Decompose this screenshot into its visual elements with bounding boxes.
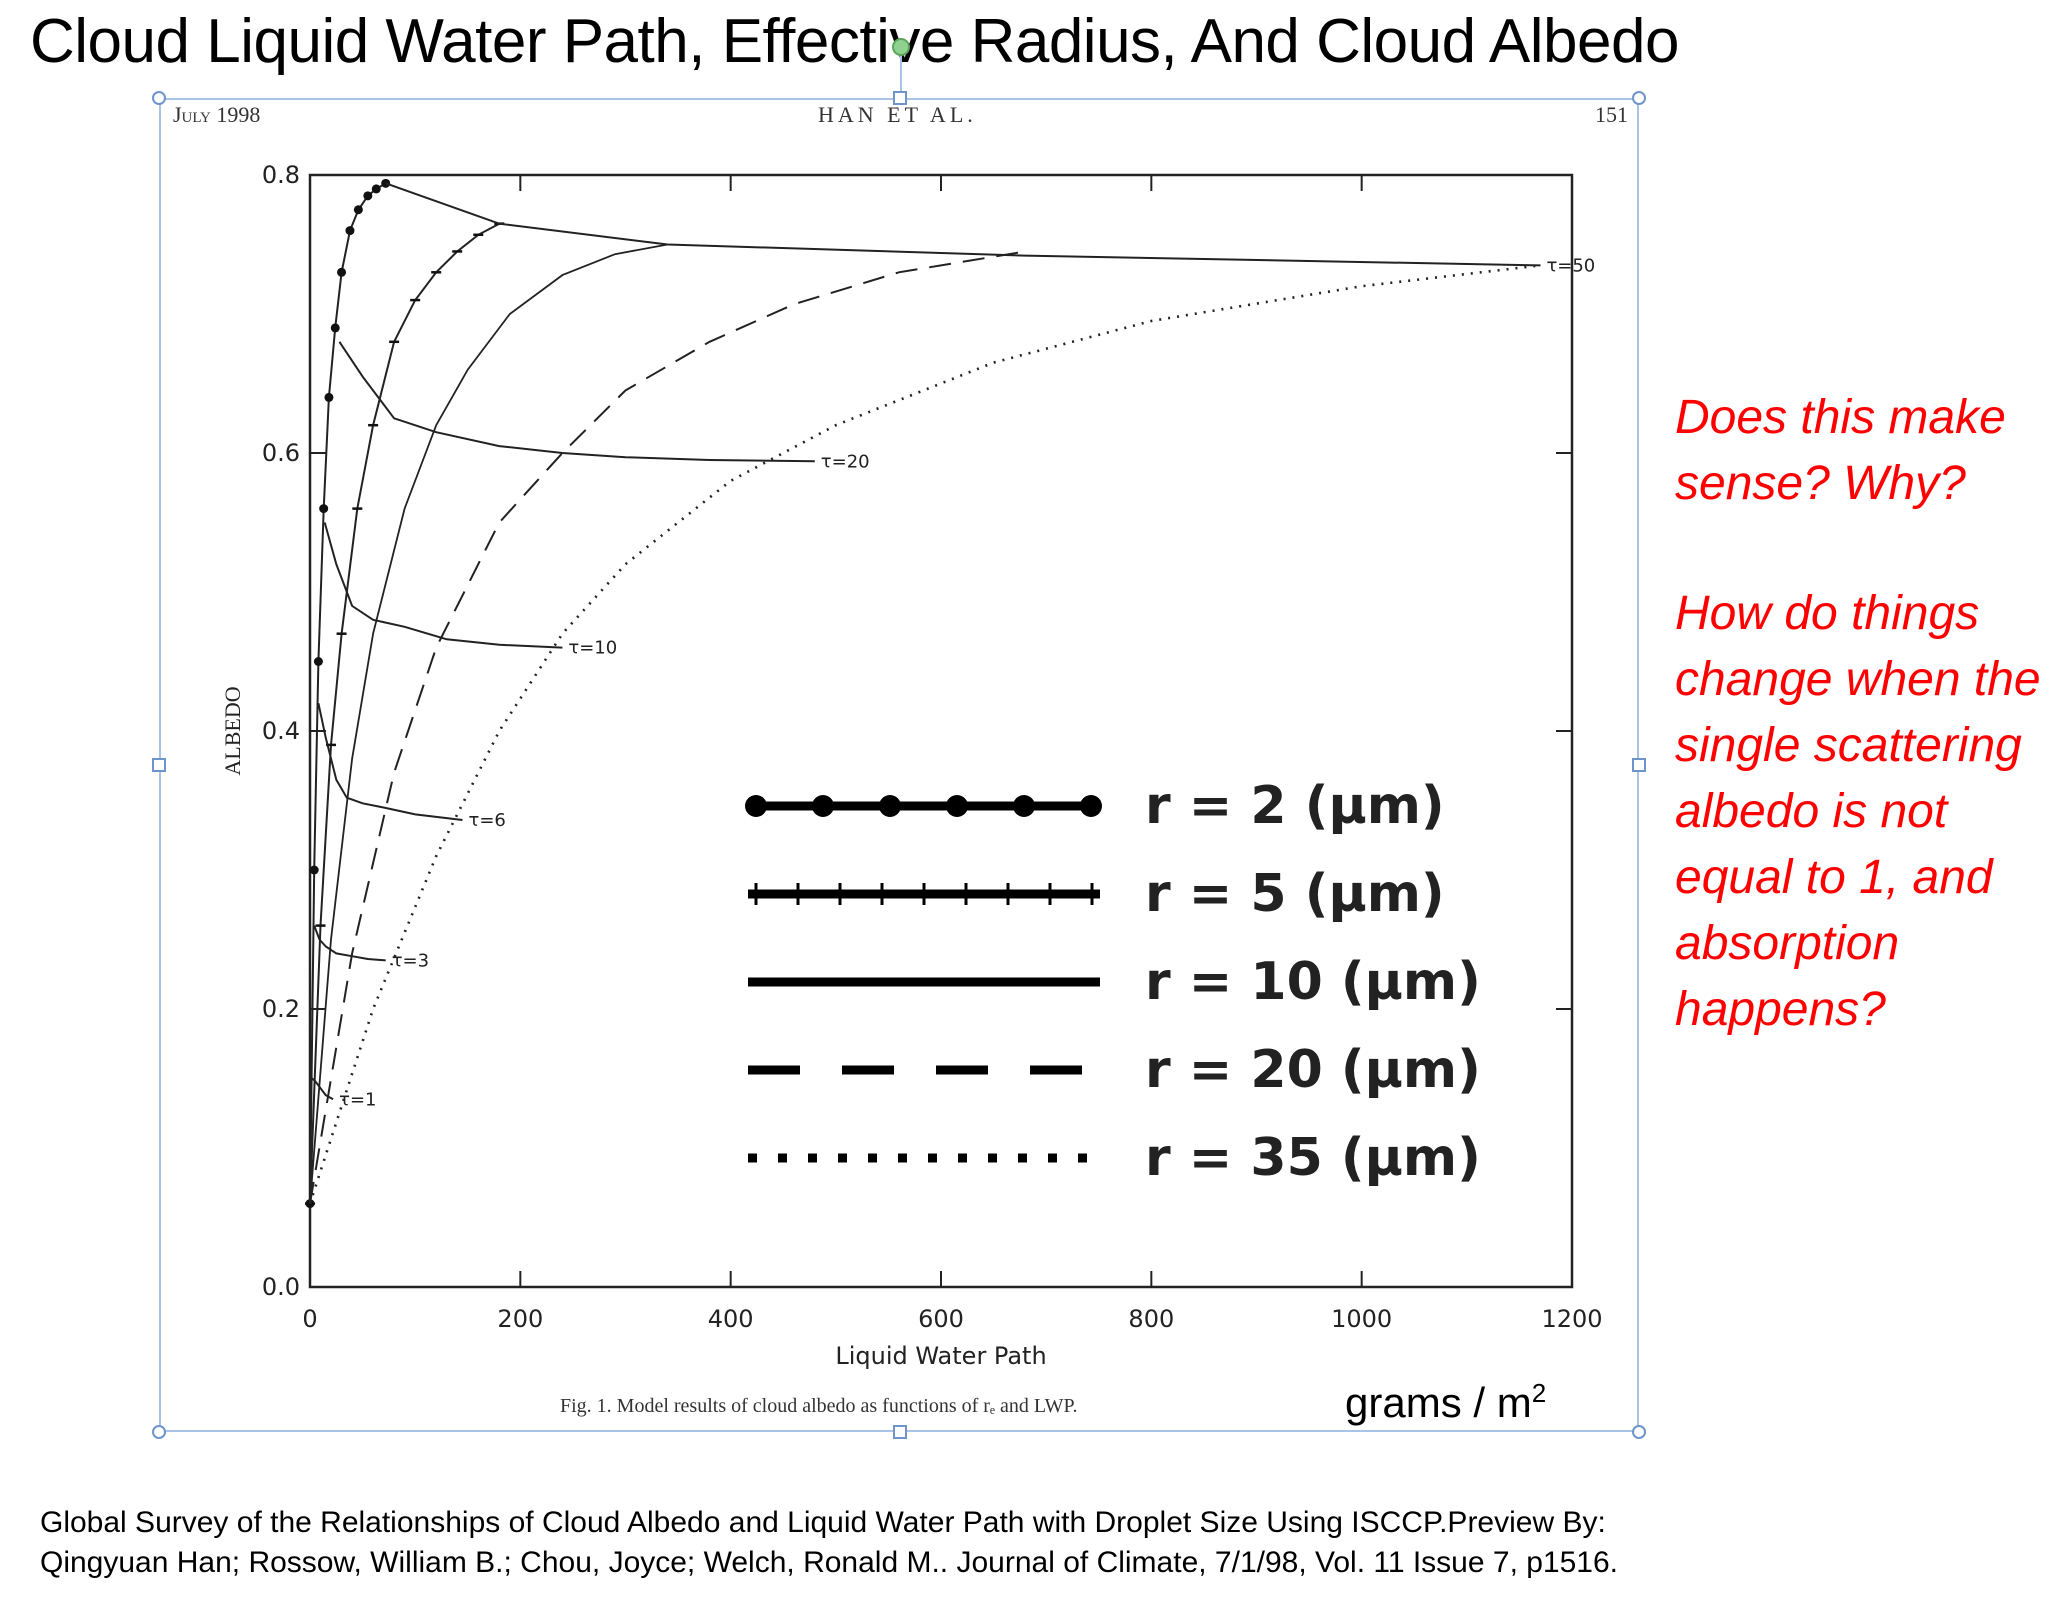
tau-label: τ=3 xyxy=(392,950,429,971)
unit-label-text: grams / m xyxy=(1345,1379,1532,1426)
series-1-marker xyxy=(324,392,334,402)
resize-handle-top-left[interactable] xyxy=(152,91,166,105)
citation-line-1: Global Survey of the Relationships of Cl… xyxy=(40,1506,1606,1539)
rotation-handle-line xyxy=(900,56,902,98)
series-1-marker xyxy=(309,865,319,875)
tau-curve-5 xyxy=(313,925,386,962)
x-tick-label: 400 xyxy=(708,1305,754,1333)
tau-curve-2 xyxy=(338,341,815,463)
x-tick-label: 0 xyxy=(302,1305,317,1333)
legend-label-5: r = 35 (μm) xyxy=(1145,1128,1481,1188)
series-line-4 xyxy=(309,250,1026,1204)
tau-label: τ=1 xyxy=(339,1089,376,1110)
resize-handle-bottom-left[interactable] xyxy=(152,1425,166,1439)
x-axis-label: Liquid Water Path xyxy=(835,1342,1046,1370)
series-1-marker xyxy=(330,323,340,333)
legend-label-4: r = 20 (μm) xyxy=(1145,1040,1481,1100)
legend-label-3: r = 10 (μm) xyxy=(1145,952,1481,1012)
resize-handle-bottom[interactable] xyxy=(893,1425,907,1439)
x-tick-label: 1000 xyxy=(1331,1305,1392,1333)
legend-marker xyxy=(946,795,968,817)
tau-label: τ=6 xyxy=(468,810,505,831)
series-1-marker xyxy=(319,504,329,514)
tau-curve-3 xyxy=(323,522,563,649)
y-tick-label: 0.6 xyxy=(262,439,300,467)
x-tick-label: 600 xyxy=(918,1305,964,1333)
y-tick-label: 0.2 xyxy=(262,995,300,1023)
figure-header-left: July 1998 xyxy=(173,102,261,127)
tau-curve-1 xyxy=(385,182,1541,267)
tau-label: τ=10 xyxy=(568,638,617,659)
series-line-2 xyxy=(309,222,500,1204)
figure-header-right: 151 xyxy=(1595,102,1628,127)
series-1-marker xyxy=(345,226,355,236)
series-1-marker xyxy=(313,657,323,666)
tau-label: τ=20 xyxy=(821,451,870,472)
figure-header-center: HAN ET AL. xyxy=(818,102,977,127)
slide-title: Cloud Liquid Water Path, Effective Radiu… xyxy=(30,7,1679,76)
unit-label: grams / m2 xyxy=(1345,1378,1546,1427)
side-note: Does this make sense? Why? How do things… xyxy=(1675,385,2070,1043)
tau-curve-6 xyxy=(311,1077,334,1101)
series-line-5 xyxy=(308,264,1541,1205)
resize-handle-left[interactable] xyxy=(152,758,166,772)
resize-handle-top[interactable] xyxy=(893,91,907,105)
tau-label: τ=50 xyxy=(1546,255,1595,276)
rotation-handle[interactable] xyxy=(892,38,910,56)
x-tick-label: 800 xyxy=(1128,1305,1174,1333)
resize-handle-top-right[interactable] xyxy=(1632,91,1646,105)
unit-label-exponent: 2 xyxy=(1531,1378,1547,1408)
series-1-marker xyxy=(363,191,373,201)
legend-marker xyxy=(745,795,767,817)
series-1-marker xyxy=(337,267,347,277)
plot-frame xyxy=(308,173,1574,1289)
series-1-marker xyxy=(371,184,381,194)
side-note-question-2: How do things change when the single sca… xyxy=(1675,587,2041,1036)
y-axis-label: ALBEDO xyxy=(220,686,245,775)
tau-curve-4 xyxy=(317,702,463,821)
series-line-3 xyxy=(309,243,668,1204)
y-tick-label: 0.4 xyxy=(262,717,300,745)
x-tick-label: 200 xyxy=(497,1305,543,1333)
y-tick-label: 0.0 xyxy=(262,1273,300,1301)
resize-handle-right[interactable] xyxy=(1632,758,1646,772)
legend-label-2: r = 5 (μm) xyxy=(1145,864,1445,924)
y-tick-label: 0.8 xyxy=(262,161,300,189)
legend-label-1: r = 2 (μm) xyxy=(1145,776,1445,836)
legend-marker xyxy=(1080,795,1102,817)
legend-marker xyxy=(1013,795,1035,817)
legend-marker xyxy=(879,795,901,817)
resize-handle-bottom-right[interactable] xyxy=(1632,1425,1646,1439)
legend-marker xyxy=(812,795,834,817)
side-note-question-1: Does this make sense? Why? xyxy=(1675,391,2006,510)
x-tick-label: 1200 xyxy=(1541,1305,1602,1333)
citation: Global Survey of the Relationships of Cl… xyxy=(40,1503,2040,1583)
citation-line-2: Qingyuan Han; Rossow, William B.; Chou, … xyxy=(40,1546,1619,1579)
figure-caption: Fig. 1. Model results of cloud albedo as… xyxy=(560,1395,1078,1417)
series-1-marker xyxy=(353,205,363,215)
